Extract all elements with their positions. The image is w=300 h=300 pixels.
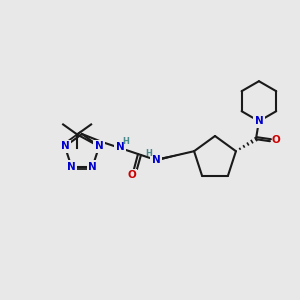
Text: N: N [116, 142, 124, 152]
Text: N: N [254, 115, 263, 125]
Text: N: N [88, 162, 97, 172]
Text: O: O [272, 135, 280, 145]
Text: N: N [95, 141, 103, 152]
Text: O: O [128, 170, 136, 180]
Text: N: N [61, 141, 69, 152]
Text: N: N [254, 116, 263, 126]
Text: H: H [146, 148, 152, 158]
Text: N: N [67, 162, 76, 172]
Text: H: H [123, 136, 129, 146]
Polygon shape [156, 151, 194, 161]
Text: N: N [152, 155, 160, 165]
